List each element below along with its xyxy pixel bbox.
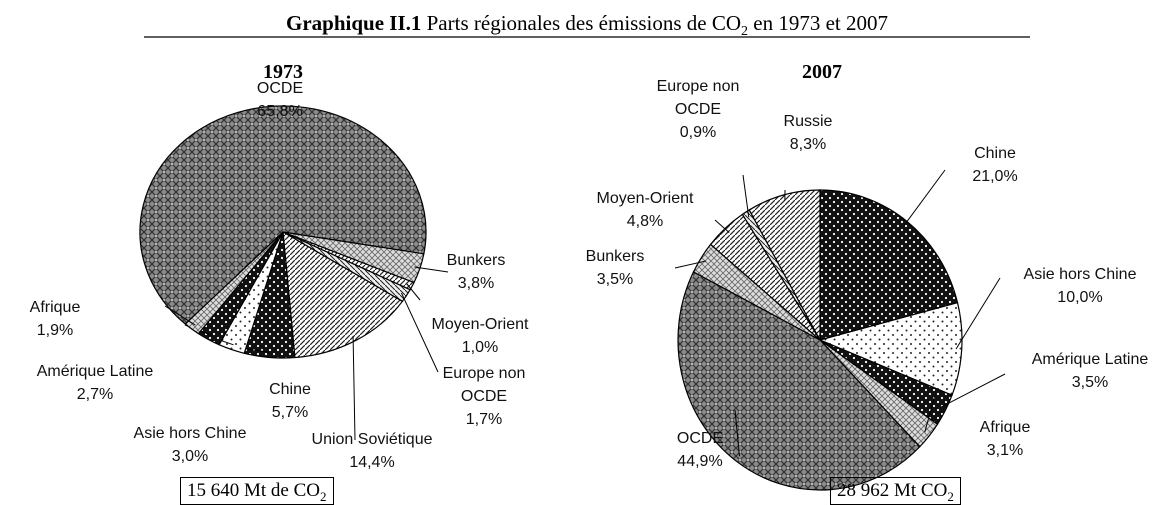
chart-title: Graphique II.1 Parts régionales des émis… [286,11,888,40]
leader-line [406,283,421,301]
slice-label: Russie 8,3% [784,110,833,156]
slice-value: 21,0% [972,168,1018,185]
slice-label: Moyen-Orient 1,0% [432,313,529,359]
slice-label: Chine 21,0% [972,142,1017,188]
slice-value: 3,5% [1071,374,1109,391]
slice-category: Asie hors Chine [133,425,247,442]
pie-slice [282,230,404,359]
title-sub: 2 [741,24,748,39]
slice-value: 0,9% [679,124,717,141]
slice-value: 14,4% [349,454,395,471]
slice-label: OCDE 44,9% [677,427,723,473]
slice-value: 3,5% [596,271,634,288]
slice-value: 1,0% [461,339,499,356]
slice-category: Asie hors Chine [1023,266,1137,283]
slice-value: 5,7% [271,404,309,421]
leader-line [903,169,946,227]
slice-label: Moyen-Orient 4,8% [597,187,694,233]
slice-value: 3,8% [457,275,495,292]
slice-value: 4,8% [626,213,664,230]
total-text: 28 962 Mt CO [837,480,948,501]
slice-category: Bunkers [585,248,645,265]
title-text: Parts régionales des émissions de CO [427,11,741,35]
slice-category: Chine [269,381,311,398]
slice-value: 10,0% [1057,289,1103,306]
slice-category: OCDE [256,80,304,97]
slice-value: 3,0% [171,448,209,465]
total-box: 15 640 Mt de CO2 [180,477,334,505]
slice-label: Union Soviétique 14,4% [312,428,433,474]
pie-title: 2007 [802,61,842,83]
title-rest: en 1973 et 2007 [753,11,888,35]
slice-category: Moyen-Orient [596,190,694,207]
leader-line [414,266,449,273]
slice-label: Asie hors Chine 3,0% [134,422,247,468]
slice-label: Europe non OCDE 0,9% [651,75,746,144]
leader-line [940,373,1006,408]
pie-slice [818,301,963,397]
pie-title: 1973 [263,61,303,83]
slice-value: 1,9% [36,322,74,339]
slice-category: Europe non OCDE [442,365,526,405]
pie-slice [677,271,921,491]
slice-label: Asie hors Chine 10,0% [1024,263,1137,309]
leader-line [734,409,741,457]
title-bold: Graphique II.1 [286,11,421,35]
slice-label: Afrique 1,9% [30,296,81,342]
slice-category: Europe non OCDE [656,78,740,118]
pie-slice [184,231,284,335]
pie-slice [139,105,427,325]
slice-label: Afrique 3,1% [980,416,1031,462]
pie-slice [748,189,821,341]
leader-line [714,219,730,233]
total-box: 28 962 Mt CO2 [830,477,961,505]
slice-category: Moyen-Orient [431,316,529,333]
slice-value: 3,1% [986,442,1024,459]
slice-value: 65,8% [257,103,303,120]
slice-label: Bunkers 3,5% [586,245,645,291]
leader-line [924,394,936,433]
slice-value: 1,7% [465,411,503,428]
leader-line [164,305,196,326]
slice-label: Chine 5,7% [269,378,311,424]
total-sub: 2 [320,488,327,504]
leader-line [352,335,356,441]
slice-value: 44,9% [677,453,723,470]
slice-category: Union Soviétique [311,431,433,448]
slice-value: 8,3% [789,136,827,153]
leader-line [742,174,750,218]
slice-category: Afrique [29,299,81,316]
slice-value: 2,7% [76,386,114,403]
leader-line [955,277,1001,350]
slice-category: Amérique Latine [1031,351,1149,368]
slice-label: OCDE 65,8% [257,77,303,123]
slice-category: Russie [783,113,833,130]
slice-label: Europe non OCDE 1,7% [437,362,532,431]
leader-line [401,292,439,373]
slice-category: Bunkers [446,252,506,269]
slice-label: Amérique Latine 3,5% [1032,348,1149,394]
slice-category: OCDE [676,430,724,447]
total-sub: 2 [947,488,954,504]
leader-line [674,260,707,269]
slice-category: Chine [974,145,1016,162]
slice-label: Bunkers 3,8% [447,249,506,295]
slice-category: Amérique Latine [36,363,154,380]
total-text: 15 640 Mt de CO [187,480,320,501]
slice-label: Amérique Latine 2,7% [37,360,154,406]
slice-category: Afrique [979,419,1031,436]
